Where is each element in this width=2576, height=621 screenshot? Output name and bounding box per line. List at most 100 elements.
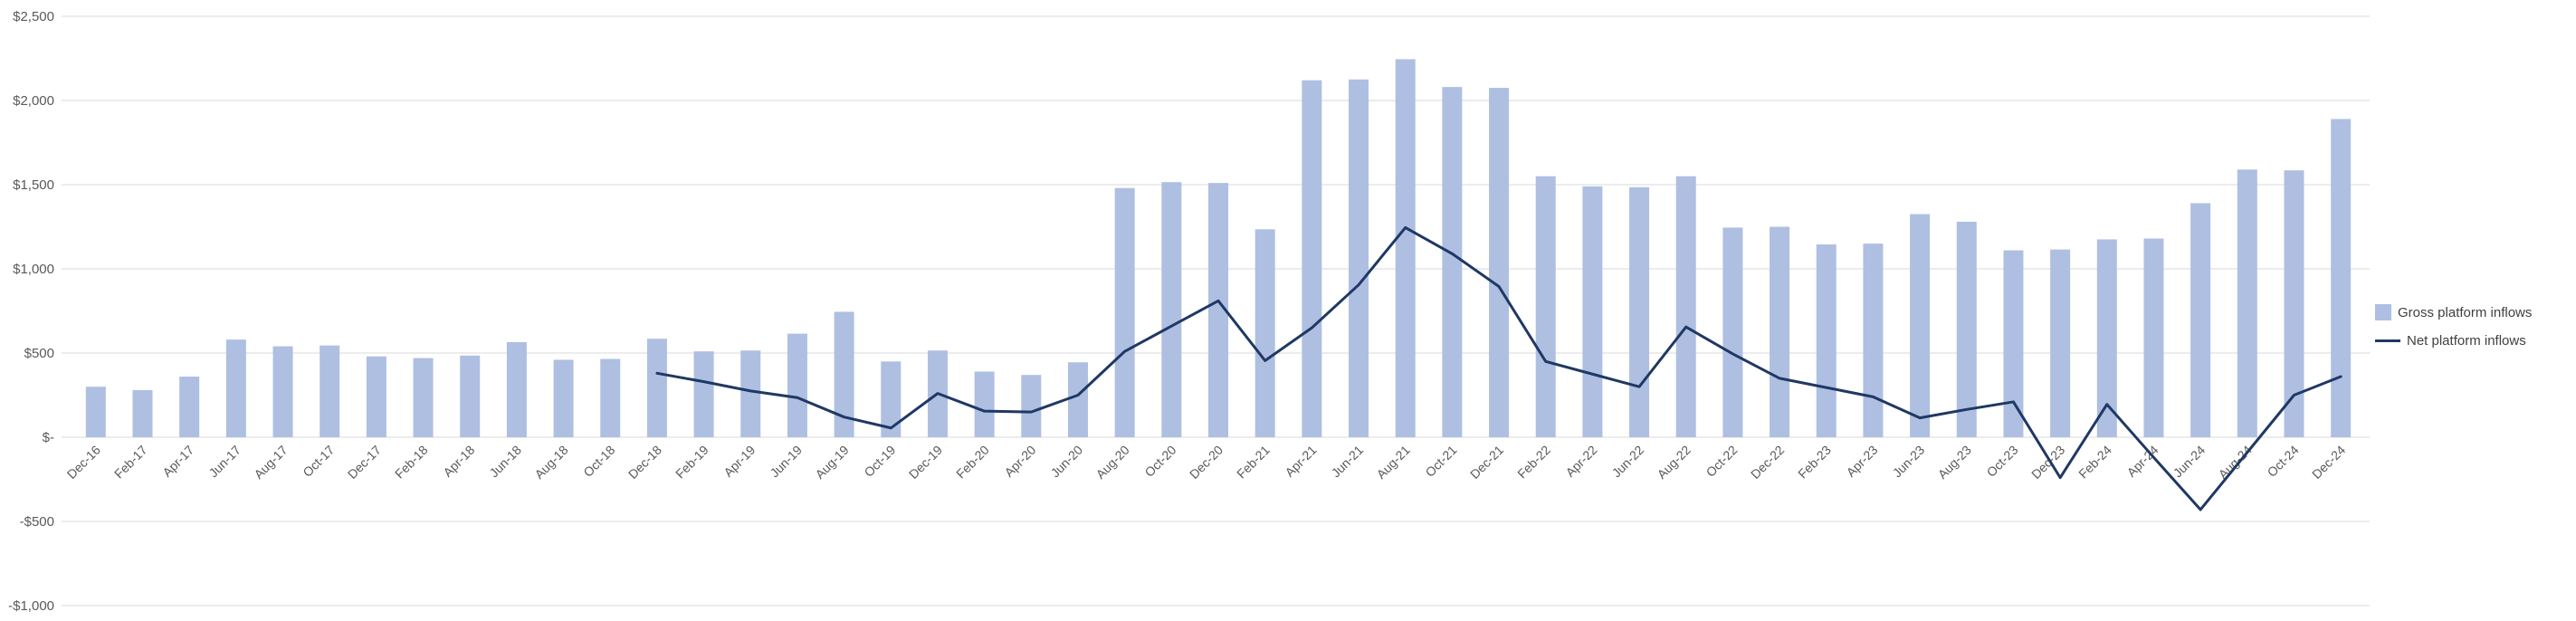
x-tick-label: Jun-17 — [205, 443, 243, 481]
gross-inflow-bar — [1442, 87, 1463, 438]
x-tick-label: Jun-21 — [1329, 443, 1367, 481]
gross-inflow-bar — [1067, 362, 1088, 437]
x-tick-label: Dec-19 — [906, 443, 945, 482]
gross-inflow-bar — [2331, 119, 2352, 437]
gross-inflow-bar — [413, 358, 434, 437]
x-tick-label: Aug-24 — [2216, 443, 2255, 482]
x-tick-label: Oct-23 — [1984, 443, 2021, 480]
gross-inflow-bar — [787, 333, 807, 437]
x-tick-label: Jun-22 — [1609, 443, 1647, 481]
x-tick-label: Feb-19 — [673, 443, 711, 482]
x-tick-label: Aug-21 — [1374, 443, 1413, 482]
gross-inflow-bar — [2143, 238, 2164, 437]
gross-inflow-bar — [1816, 244, 1837, 437]
x-tick-label: Apr-18 — [440, 443, 477, 480]
y-tick-label: -$500 — [20, 514, 54, 530]
y-tick-label: $- — [43, 430, 54, 445]
gross-inflow-bar — [1675, 176, 1696, 437]
x-tick-label: Oct-18 — [580, 443, 617, 480]
gross-inflow-bar — [320, 345, 340, 437]
x-tick-label: Oct-20 — [1141, 443, 1178, 480]
x-tick-label: Aug-20 — [1093, 443, 1132, 482]
x-tick-label: Oct-17 — [300, 443, 337, 480]
gross-inflow-bar — [1114, 187, 1135, 437]
gross-inflow-bar — [2237, 169, 2257, 437]
legend-item-net: Net platform inflows — [2375, 333, 2532, 349]
gross-inflow-bar — [1302, 80, 1322, 438]
x-tick-label: Jun-19 — [767, 443, 805, 481]
y-tick-label: $1,500 — [13, 177, 54, 193]
x-tick-label: Dec-18 — [625, 443, 664, 482]
x-tick-label: Feb-21 — [1234, 443, 1273, 482]
gross-inflow-bar — [1582, 186, 1603, 438]
y-tick-label: $2,000 — [13, 93, 54, 109]
x-tick-label: Jun-23 — [1890, 443, 1928, 481]
gross-inflow-bar — [1910, 214, 1931, 437]
x-tick-label: Aug-18 — [531, 443, 570, 482]
gross-inflow-bar — [85, 387, 106, 437]
gross-inflow-bar — [2284, 170, 2304, 437]
y-tick-label: $1,000 — [13, 262, 54, 277]
gross-inflow-bar — [600, 358, 621, 437]
x-tick-label: Dec-16 — [64, 443, 103, 482]
gross-inflow-bar — [1489, 88, 1510, 438]
x-tick-label: Jun-24 — [2171, 443, 2209, 481]
gross-inflow-bar — [974, 371, 995, 437]
gross-inflow-bar — [506, 341, 527, 437]
gross-inflow-bar — [1161, 182, 1182, 437]
x-tick-label: Aug-22 — [1655, 443, 1693, 482]
gross-inflow-bar — [1722, 227, 1743, 437]
gross-inflow-bar — [460, 355, 481, 437]
gross-inflow-bar — [179, 377, 200, 437]
x-tick-label: Feb-23 — [1795, 443, 1834, 482]
x-tick-label: Oct-19 — [861, 443, 898, 480]
x-tick-label: Aug-23 — [1935, 443, 1974, 482]
x-tick-label: Apr-17 — [159, 443, 196, 480]
gross-inflow-bar — [2050, 249, 2071, 437]
gross-inflow-bar — [881, 361, 902, 437]
gross-inflow-bar — [1770, 226, 1790, 437]
x-tick-label: Jun-20 — [1048, 443, 1086, 481]
net-inflow-line — [655, 225, 2342, 511]
x-tick-label: Apr-21 — [1282, 443, 1319, 480]
gross-inflow-bar — [1863, 244, 1884, 437]
x-tick-label: Feb-22 — [1514, 443, 1553, 482]
gross-inflow-bar — [693, 351, 714, 437]
gross-inflow-bar — [2003, 250, 2024, 437]
x-tick-label: Jun-18 — [486, 443, 524, 481]
gross-inflow-bar — [646, 339, 667, 437]
gross-series-label: Gross platform inflows — [2398, 304, 2533, 320]
x-tick-label: Feb-20 — [953, 443, 992, 482]
x-tick-label: Oct-22 — [1703, 443, 1741, 480]
gross-inflow-bar — [1255, 229, 1275, 437]
x-tick-label: Apr-23 — [1844, 443, 1881, 480]
x-tick-label: Dec-20 — [1187, 443, 1226, 482]
x-tick-label: Apr-20 — [1001, 443, 1038, 480]
gross-inflow-bar — [1956, 221, 1977, 437]
gross-inflow-bar — [1535, 176, 1556, 437]
x-tick-label: Aug-17 — [251, 443, 290, 482]
x-tick-label: Oct-24 — [2265, 443, 2302, 480]
x-tick-label: Apr-19 — [720, 443, 758, 480]
gross-inflow-bar — [272, 346, 293, 437]
gross-inflow-bar — [1208, 183, 1228, 437]
y-tick-label: $500 — [24, 346, 54, 361]
gross-inflow-bar — [366, 356, 386, 437]
x-tick-label: Dec-22 — [1748, 443, 1787, 482]
y-tick-label: -$1,000 — [8, 598, 54, 614]
x-tick-label: Oct-21 — [1422, 443, 1459, 480]
x-tick-label: Aug-19 — [812, 443, 851, 482]
gross-inflow-bar — [2190, 203, 2211, 437]
x-tick-label: Feb-24 — [2075, 443, 2114, 482]
chart-legend: Gross platform inflows Net platform infl… — [2375, 304, 2532, 349]
y-tick-label: $2,500 — [13, 9, 54, 24]
legend-item-gross: Gross platform inflows — [2375, 304, 2532, 320]
x-tick-label: Dec-24 — [2309, 443, 2348, 482]
x-tick-label: Feb-18 — [392, 443, 431, 482]
x-tick-label: Apr-22 — [1562, 443, 1599, 480]
gross-inflow-bar — [740, 350, 761, 437]
gross-inflow-bar — [225, 339, 246, 437]
x-tick-label: Dec-17 — [345, 443, 384, 482]
